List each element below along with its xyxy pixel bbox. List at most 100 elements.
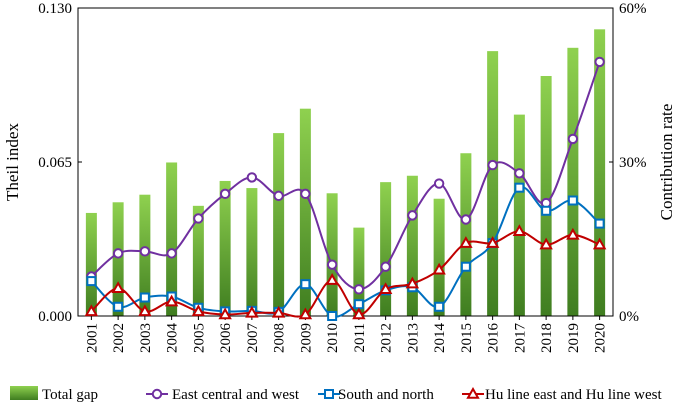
bar-total-gap-2016	[487, 51, 499, 317]
x-tick-label-2010: 2010	[325, 323, 341, 353]
x-tick-label-2001: 2001	[84, 323, 100, 353]
x-tick-label-2014: 2014	[432, 323, 448, 354]
point-east-central-and-west-2010	[326, 259, 338, 270]
plot-frame	[77, 7, 614, 317]
point-hu-line-east-and-hu-line-west-2004	[164, 294, 179, 307]
x-tick-label-2008: 2008	[272, 323, 288, 353]
bar-total-gap-2004	[166, 162, 178, 316]
point-south-and-north-2002	[113, 301, 124, 312]
point-south-and-north-2014	[434, 301, 445, 312]
point-south-and-north-2009	[300, 279, 311, 290]
bar-total-gap-2011	[353, 227, 365, 316]
legend-label-hu-line-east-and-hu-line-west: Hu line east and Hu line west	[485, 387, 662, 403]
line-series	[84, 56, 607, 321]
point-east-central-and-west-2008	[273, 190, 284, 202]
x-tick-label-2003: 2003	[138, 323, 154, 353]
x-tick-label-2005: 2005	[191, 323, 207, 353]
point-east-central-and-west-2011	[353, 284, 365, 295]
point-hu-line-east-and-hu-line-west-2010	[325, 273, 339, 285]
bar-total-gap-2009	[299, 108, 311, 316]
point-south-and-north-2011	[353, 299, 364, 310]
point-east-central-and-west-2015	[460, 214, 472, 225]
y-tick-label-left: 0.130	[38, 1, 72, 17]
bar-total-gap-2017	[513, 114, 525, 316]
point-east-central-and-west-2020	[594, 56, 605, 68]
bar-total-gap-2006	[219, 180, 231, 316]
x-tick-label-2004: 2004	[165, 323, 181, 354]
point-hu-line-east-and-hu-line-west-2015	[459, 236, 473, 248]
y-axis-title-left: Theil index	[3, 123, 22, 201]
bar-total-gap-2002	[112, 202, 124, 316]
point-south-and-north-2010	[327, 311, 338, 321]
bar-total-gap-2007	[246, 188, 258, 316]
point-hu-line-east-and-hu-line-west-2011	[352, 307, 366, 320]
legend-swatch-total-gap	[10, 386, 38, 400]
x-tick-label-2016: 2016	[486, 323, 502, 354]
point-hu-line-east-and-hu-line-west-2016	[485, 236, 500, 248]
x-tick-label-2019: 2019	[566, 323, 582, 353]
point-east-central-and-west-2002	[112, 248, 124, 259]
y-tick-label-left: 0.000	[38, 309, 72, 325]
point-hu-line-east-and-hu-line-west-2009	[298, 307, 313, 320]
legend-label-east-central-and-west: East central and west	[172, 387, 300, 403]
point-hu-line-east-and-hu-line-west-2001	[84, 304, 99, 317]
bar-total-gap-2020	[594, 29, 606, 316]
series-south-and-north	[86, 182, 605, 321]
x-tick-label-2002: 2002	[111, 323, 127, 353]
bar-series-total-gap	[85, 29, 606, 317]
x-tick-label-2012: 2012	[379, 323, 395, 353]
point-hu-line-east-and-hu-line-west-2012	[378, 282, 393, 295]
x-tick-label-2009: 2009	[298, 323, 314, 353]
x-tick-label-2015: 2015	[459, 323, 475, 353]
point-east-central-and-west-2012	[380, 261, 391, 272]
legend-label-south-and-north: South and north	[338, 387, 434, 403]
series-east-central-and-west	[86, 56, 605, 295]
bar-total-gap-2008	[273, 133, 285, 316]
point-hu-line-east-and-hu-line-west-2013	[405, 276, 420, 289]
x-tick-label-2018: 2018	[539, 323, 555, 353]
bar-total-gap-2005	[192, 205, 204, 316]
point-hu-line-east-and-hu-line-west-2002	[111, 281, 125, 294]
point-hu-line-east-and-hu-line-west-2017	[512, 224, 527, 237]
point-south-and-north-2017	[514, 182, 525, 193]
bar-total-gap-2018	[540, 75, 552, 317]
y-axis-title-right: Contribution rate	[657, 104, 676, 221]
series-hu-line-east-and-hu-line-west	[84, 224, 607, 320]
point-south-and-north-2015	[460, 261, 471, 272]
legend-marker-south-and-north	[324, 389, 334, 399]
point-hu-line-east-and-hu-line-west-2014	[432, 262, 446, 275]
point-south-and-north-2019	[567, 195, 578, 206]
point-hu-line-east-and-hu-line-west-2005	[191, 304, 206, 317]
point-east-central-and-west-2017	[514, 168, 525, 179]
legend-label-total-gap: Total gap	[42, 387, 98, 403]
bar-total-gap-2001	[85, 212, 97, 316]
point-hu-line-east-and-hu-line-west-2018	[539, 237, 553, 250]
bar-total-gap-2013	[406, 175, 418, 316]
point-east-central-and-west-2004	[166, 248, 177, 259]
point-south-and-north-2001	[86, 276, 97, 287]
x-tick-label-2007: 2007	[245, 323, 261, 354]
point-hu-line-east-and-hu-line-west-2020	[592, 237, 607, 250]
y-tick-label-right: 60%	[619, 1, 647, 17]
x-tick-label-2017: 2017	[512, 323, 528, 354]
x-tick-label-2013: 2013	[405, 323, 421, 353]
point-east-central-and-west-2013	[407, 210, 418, 221]
bar-total-gap-2014	[433, 198, 445, 316]
point-south-and-north-2003	[139, 292, 150, 303]
point-east-central-and-west-2019	[567, 133, 579, 145]
point-east-central-and-west-2009	[300, 188, 311, 200]
y-tick-label-right: 0%	[619, 309, 639, 325]
x-tick-label-2011: 2011	[352, 323, 368, 352]
bar-total-gap-2012	[380, 182, 392, 316]
point-east-central-and-west-2005	[193, 213, 204, 224]
bar-total-gap-2010	[326, 193, 338, 316]
bar-total-gap-2015	[460, 153, 472, 316]
point-east-central-and-west-2014	[433, 178, 445, 189]
legend-marker-east-central-and-west	[151, 388, 163, 400]
point-east-central-and-west-2006	[219, 188, 231, 200]
point-hu-line-east-and-hu-line-west-2007	[245, 305, 259, 318]
point-east-central-and-west-2016	[487, 159, 498, 171]
x-tick-label-2006: 2006	[218, 323, 234, 354]
